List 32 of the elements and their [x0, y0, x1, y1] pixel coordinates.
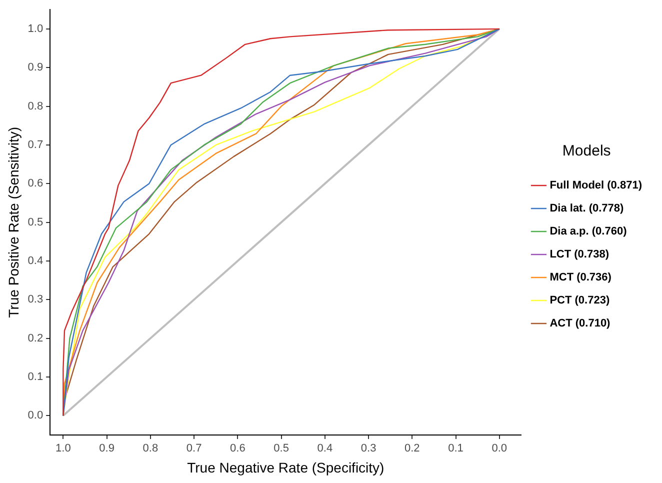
- y-tick-label: 0.0: [28, 410, 44, 422]
- legend-label: Dia lat. (0.778): [550, 202, 624, 215]
- x-tick-label: 0.2: [404, 442, 420, 455]
- y-tick-label: 0.5: [28, 216, 44, 228]
- y-tick-label: 0.7: [28, 138, 44, 151]
- legend-label: ACT (0.710): [550, 318, 611, 330]
- y-tick-label: 0.9: [28, 62, 44, 74]
- x-axis-title: True Negative Rate (Specificity): [187, 459, 384, 476]
- y-tick-label: 0.2: [28, 332, 44, 344]
- x-tick-label: 0.3: [360, 442, 376, 455]
- y-tick-label: 0.1: [28, 371, 44, 384]
- x-tick-label: 0.8: [142, 442, 158, 455]
- legend-label: PCT (0.723): [550, 294, 610, 307]
- y-tick-label: 0.4: [28, 255, 44, 268]
- y-tick-label: 0.3: [28, 294, 44, 306]
- legend-title: Models: [562, 142, 611, 160]
- x-tick-label: 1.0: [56, 442, 71, 455]
- legend-label: MCT (0.736): [550, 272, 612, 284]
- legend-label: Full Model (0.871): [550, 180, 642, 192]
- x-tick-label: 0.4: [317, 442, 333, 455]
- x-tick-label: 0.6: [230, 442, 246, 455]
- y-tick-label: 1.0: [28, 22, 44, 35]
- x-tick-label: 0.5: [274, 442, 289, 455]
- legend-label: Dia a.p. (0.760): [550, 226, 628, 238]
- legend-label: LCT (0.738): [550, 248, 610, 261]
- x-tick-label: 0.1: [448, 442, 464, 455]
- y-tick-label: 0.8: [28, 100, 44, 112]
- x-tick-label: 0.9: [99, 442, 114, 455]
- x-tick-label: 0.0: [492, 442, 508, 455]
- y-axis-title: True Positive Rate (Sensitivity): [5, 126, 22, 318]
- x-tick-label: 0.7: [186, 442, 202, 455]
- y-tick-label: 0.6: [28, 178, 44, 190]
